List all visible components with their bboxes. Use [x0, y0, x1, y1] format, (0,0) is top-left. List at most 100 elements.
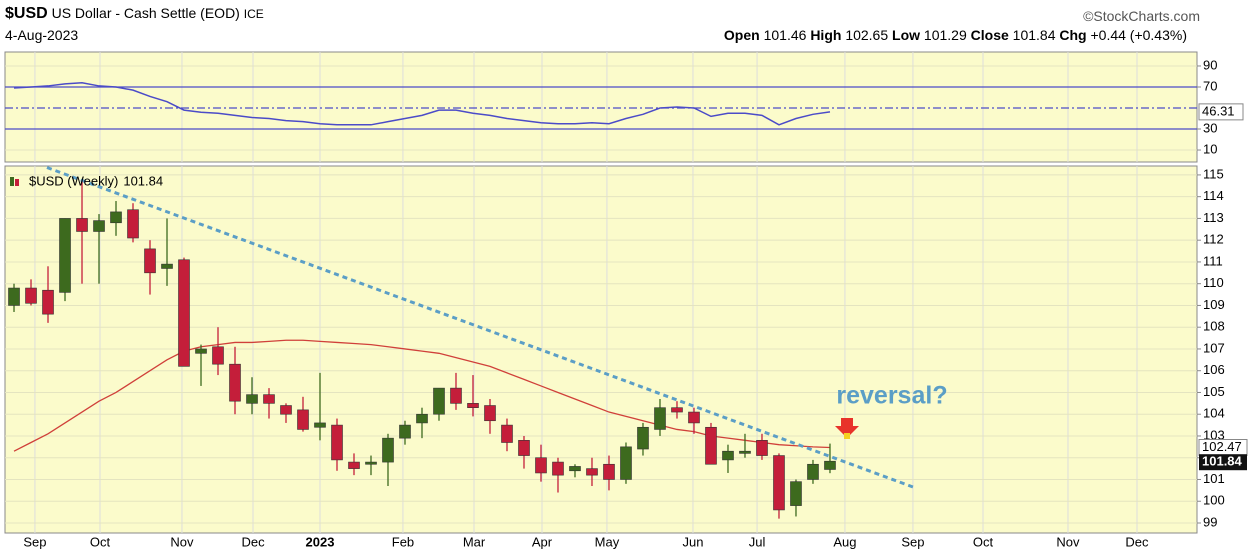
x-tick-label: Jul [749, 534, 766, 549]
candle-body [433, 387, 445, 415]
candle-body [93, 220, 105, 232]
candle-body [450, 387, 462, 404]
annotation: reversal? [836, 382, 947, 410]
y-tick-label: 90 [1203, 57, 1217, 72]
rsi-panel [4, 51, 1198, 163]
candle-body [654, 407, 666, 430]
x-tick-label: Dec [1125, 534, 1149, 549]
x-tick-label: 2023 [306, 534, 335, 549]
y-tick-label: 113 [1203, 210, 1224, 225]
candle-body [790, 481, 802, 506]
open-value: 101.46 [763, 27, 807, 43]
y-tick-label: 101 [1203, 471, 1225, 486]
y-tick-label: 114 [1203, 188, 1224, 203]
y-tick-label: 30 [1203, 120, 1217, 135]
value-box [1198, 103, 1244, 121]
y-tick-label: 100 [1203, 493, 1225, 508]
y-tick-label: 99 [1203, 514, 1217, 529]
candle-body [297, 409, 309, 430]
x-tick-label: Oct [90, 534, 111, 549]
legend-icon [10, 177, 14, 186]
value-box [1199, 454, 1247, 471]
y-tick-label: 110 [1203, 275, 1224, 290]
candle-body [314, 422, 326, 428]
candle-body [807, 463, 819, 480]
candle-body [705, 426, 717, 465]
x-tick-label: Sep [23, 534, 46, 549]
rsi-line [13, 82, 831, 126]
description: US Dollar - Cash Settle (EOD) [51, 5, 240, 21]
candle-body [76, 218, 88, 232]
open-label: Open [723, 27, 760, 43]
candle-body [501, 424, 513, 443]
candle-body [212, 346, 224, 365]
x-tick-label: Apr [532, 534, 553, 549]
x-tick-label: Dec [241, 534, 265, 549]
low-value: 101.29 [923, 27, 967, 43]
candle-body [42, 289, 54, 315]
candle-body [586, 468, 598, 476]
x-tick-label: May [595, 534, 620, 549]
candle-body [773, 455, 785, 511]
candle-body [178, 259, 190, 367]
candle-body [8, 287, 20, 306]
x-tick-label: Sep [901, 534, 924, 549]
x-tick-label: Nov [1056, 534, 1080, 549]
ohlc: Open 101.46 High 102.65 Low 101.29 Close… [724, 27, 1187, 43]
candle-body [603, 463, 615, 480]
y-tick-label: 107 [1203, 340, 1225, 355]
legend-label: $USD (Weekly) [29, 173, 118, 188]
candle-body [467, 403, 479, 408]
x-tick-label: Aug [833, 534, 856, 549]
candle-body [399, 424, 411, 439]
change: +0.44 (+0.43%) [1090, 27, 1187, 43]
y-tick-label: 103 [1203, 427, 1225, 442]
candle-body [824, 460, 836, 470]
candle-body [756, 440, 768, 456]
candle-body [127, 209, 139, 239]
x-tick-label: Feb [392, 534, 414, 549]
candle-body [688, 411, 700, 424]
symbol: $USD [5, 5, 48, 22]
candle-body [671, 407, 683, 413]
candle-body [484, 405, 496, 422]
y-tick-label: 10 [1203, 141, 1217, 156]
candle-body [280, 405, 292, 415]
candle-body [552, 461, 564, 476]
x-tick-label: Nov [170, 534, 194, 549]
candle-body [739, 450, 751, 454]
x-tick-label: Jun [682, 534, 703, 549]
candle-body [416, 413, 428, 424]
x-tick-label: Mar [463, 534, 486, 549]
candle-body [569, 466, 581, 472]
low-label: Low [892, 27, 921, 43]
y-tick-label: 111 [1203, 253, 1223, 268]
candle-body [637, 426, 649, 450]
x-tick-label: Oct [973, 534, 994, 549]
y-tick-label: 70 [1203, 78, 1217, 93]
date: 4-Aug-2023 [5, 27, 79, 43]
high-label: High [810, 27, 842, 43]
candle-body [348, 461, 360, 469]
chg-label: Chg [1059, 27, 1087, 43]
arrow-tip [844, 433, 850, 439]
y-tick-label: 106 [1203, 362, 1225, 377]
candle-body [518, 440, 530, 456]
y-tick-label: 115 [1203, 166, 1224, 181]
candle-body [110, 211, 122, 224]
candle-body [535, 457, 547, 474]
y-tick-label: 108 [1203, 319, 1225, 334]
candle-body [722, 450, 734, 461]
candle-body [263, 394, 275, 404]
candle-body [331, 424, 343, 461]
y-tick-label: 105 [1203, 384, 1225, 399]
source: ©StockCharts.com [1083, 8, 1200, 24]
close-value: 101.84 [1012, 27, 1056, 43]
candle-body [195, 348, 207, 354]
candle-body [59, 218, 71, 293]
trendline [46, 166, 916, 490]
legend-value: 101.84 [123, 173, 163, 188]
legend-icon [15, 179, 19, 186]
